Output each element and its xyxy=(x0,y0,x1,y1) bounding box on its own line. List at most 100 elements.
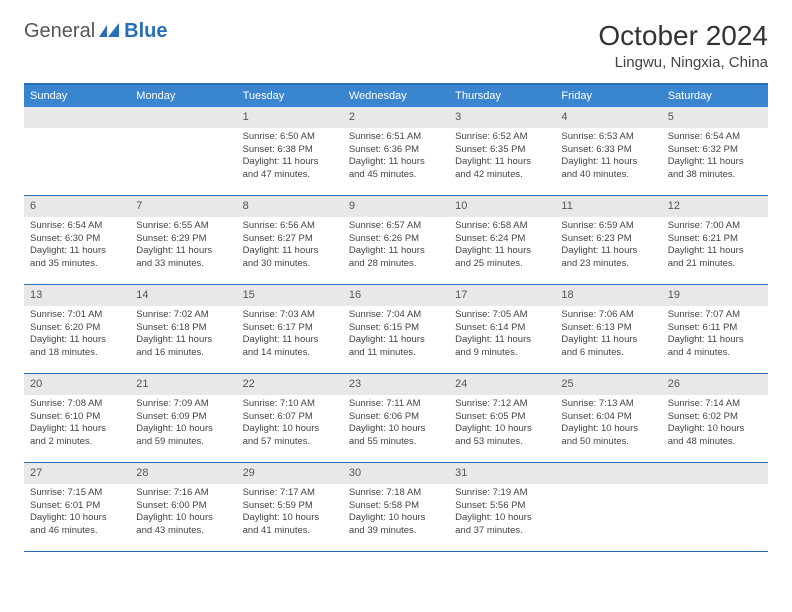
daylight-line: Daylight: 10 hours and 37 minutes. xyxy=(455,512,549,538)
day-number xyxy=(662,463,768,484)
day-cell: 27Sunrise: 7:15 AMSunset: 6:01 PMDayligh… xyxy=(24,463,130,551)
daylight-line: Daylight: 11 hours and 11 minutes. xyxy=(349,334,443,360)
dow-thursday: Thursday xyxy=(449,85,555,107)
day-cell: 5Sunrise: 6:54 AMSunset: 6:32 PMDaylight… xyxy=(662,107,768,195)
week-row: 27Sunrise: 7:15 AMSunset: 6:01 PMDayligh… xyxy=(24,463,768,552)
sunset-line: Sunset: 6:27 PM xyxy=(243,233,337,246)
dow-header: SundayMondayTuesdayWednesdayThursdayFrid… xyxy=(24,85,768,107)
day-number: 2 xyxy=(343,107,449,128)
day-content: Sunrise: 7:01 AMSunset: 6:20 PMDaylight:… xyxy=(24,306,130,366)
sunset-line: Sunset: 6:23 PM xyxy=(561,233,655,246)
daylight-line: Daylight: 11 hours and 38 minutes. xyxy=(668,156,762,182)
sunset-line: Sunset: 6:15 PM xyxy=(349,322,443,335)
sunrise-line: Sunrise: 7:07 AM xyxy=(668,309,762,322)
sunset-line: Sunset: 6:10 PM xyxy=(30,411,124,424)
sunrise-line: Sunrise: 7:03 AM xyxy=(243,309,337,322)
day-cell: 31Sunrise: 7:19 AMSunset: 5:56 PMDayligh… xyxy=(449,463,555,551)
dow-tuesday: Tuesday xyxy=(237,85,343,107)
daylight-line: Daylight: 10 hours and 39 minutes. xyxy=(349,512,443,538)
day-content: Sunrise: 7:08 AMSunset: 6:10 PMDaylight:… xyxy=(24,395,130,455)
day-cell: 4Sunrise: 6:53 AMSunset: 6:33 PMDaylight… xyxy=(555,107,661,195)
day-number: 17 xyxy=(449,285,555,306)
day-number xyxy=(24,107,130,128)
sunrise-line: Sunrise: 7:17 AM xyxy=(243,487,337,500)
day-number: 26 xyxy=(662,374,768,395)
day-number: 5 xyxy=(662,107,768,128)
sunset-line: Sunset: 6:35 PM xyxy=(455,144,549,157)
brand-logo: General Blue xyxy=(24,20,168,43)
day-cell: 16Sunrise: 7:04 AMSunset: 6:15 PMDayligh… xyxy=(343,285,449,373)
day-cell: 8Sunrise: 6:56 AMSunset: 6:27 PMDaylight… xyxy=(237,196,343,284)
day-number: 8 xyxy=(237,196,343,217)
day-content: Sunrise: 7:14 AMSunset: 6:02 PMDaylight:… xyxy=(662,395,768,455)
daylight-line: Daylight: 11 hours and 18 minutes. xyxy=(30,334,124,360)
day-number: 15 xyxy=(237,285,343,306)
day-content: Sunrise: 7:15 AMSunset: 6:01 PMDaylight:… xyxy=(24,484,130,544)
day-content: Sunrise: 6:51 AMSunset: 6:36 PMDaylight:… xyxy=(343,128,449,188)
sunset-line: Sunset: 6:38 PM xyxy=(243,144,337,157)
day-number: 30 xyxy=(343,463,449,484)
sunrise-line: Sunrise: 6:57 AM xyxy=(349,220,443,233)
sunset-line: Sunset: 6:20 PM xyxy=(30,322,124,335)
dow-friday: Friday xyxy=(555,85,661,107)
brand-part2: Blue xyxy=(124,20,167,43)
day-content: Sunrise: 6:57 AMSunset: 6:26 PMDaylight:… xyxy=(343,217,449,277)
day-number: 21 xyxy=(130,374,236,395)
day-content: Sunrise: 6:54 AMSunset: 6:30 PMDaylight:… xyxy=(24,217,130,277)
day-number: 3 xyxy=(449,107,555,128)
day-number: 11 xyxy=(555,196,661,217)
day-number: 25 xyxy=(555,374,661,395)
sunrise-line: Sunrise: 6:53 AM xyxy=(561,131,655,144)
daylight-line: Daylight: 11 hours and 2 minutes. xyxy=(30,423,124,449)
day-cell: 14Sunrise: 7:02 AMSunset: 6:18 PMDayligh… xyxy=(130,285,236,373)
sunrise-line: Sunrise: 7:04 AM xyxy=(349,309,443,322)
week-row: 6Sunrise: 6:54 AMSunset: 6:30 PMDaylight… xyxy=(24,196,768,285)
day-cell: 15Sunrise: 7:03 AMSunset: 6:17 PMDayligh… xyxy=(237,285,343,373)
empty-cell xyxy=(662,463,768,551)
day-number: 23 xyxy=(343,374,449,395)
sunrise-line: Sunrise: 6:51 AM xyxy=(349,131,443,144)
day-cell: 30Sunrise: 7:18 AMSunset: 5:58 PMDayligh… xyxy=(343,463,449,551)
sunset-line: Sunset: 6:04 PM xyxy=(561,411,655,424)
sunrise-line: Sunrise: 6:50 AM xyxy=(243,131,337,144)
sunset-line: Sunset: 6:09 PM xyxy=(136,411,230,424)
day-number: 24 xyxy=(449,374,555,395)
brand-part1: General xyxy=(24,20,95,43)
day-number: 7 xyxy=(130,196,236,217)
daylight-line: Daylight: 10 hours and 59 minutes. xyxy=(136,423,230,449)
day-content: Sunrise: 6:52 AMSunset: 6:35 PMDaylight:… xyxy=(449,128,555,188)
day-number xyxy=(555,463,661,484)
sunset-line: Sunset: 6:02 PM xyxy=(668,411,762,424)
day-number: 28 xyxy=(130,463,236,484)
day-cell: 29Sunrise: 7:17 AMSunset: 5:59 PMDayligh… xyxy=(237,463,343,551)
day-cell: 22Sunrise: 7:10 AMSunset: 6:07 PMDayligh… xyxy=(237,374,343,462)
day-number: 31 xyxy=(449,463,555,484)
sunrise-line: Sunrise: 6:55 AM xyxy=(136,220,230,233)
sunset-line: Sunset: 5:59 PM xyxy=(243,500,337,513)
day-content: Sunrise: 7:10 AMSunset: 6:07 PMDaylight:… xyxy=(237,395,343,455)
day-number xyxy=(130,107,236,128)
day-number: 27 xyxy=(24,463,130,484)
day-number: 14 xyxy=(130,285,236,306)
daylight-line: Daylight: 11 hours and 45 minutes. xyxy=(349,156,443,182)
dow-saturday: Saturday xyxy=(662,85,768,107)
day-cell: 13Sunrise: 7:01 AMSunset: 6:20 PMDayligh… xyxy=(24,285,130,373)
day-number: 4 xyxy=(555,107,661,128)
empty-cell xyxy=(24,107,130,195)
day-content: Sunrise: 7:05 AMSunset: 6:14 PMDaylight:… xyxy=(449,306,555,366)
day-number: 19 xyxy=(662,285,768,306)
sunrise-line: Sunrise: 7:18 AM xyxy=(349,487,443,500)
daylight-line: Daylight: 11 hours and 6 minutes. xyxy=(561,334,655,360)
sunrise-line: Sunrise: 7:14 AM xyxy=(668,398,762,411)
daylight-line: Daylight: 11 hours and 21 minutes. xyxy=(668,245,762,271)
day-content xyxy=(24,128,130,188)
daylight-line: Daylight: 11 hours and 33 minutes. xyxy=(136,245,230,271)
daylight-line: Daylight: 11 hours and 30 minutes. xyxy=(243,245,337,271)
sunset-line: Sunset: 6:01 PM xyxy=(30,500,124,513)
day-number: 1 xyxy=(237,107,343,128)
day-content: Sunrise: 7:02 AMSunset: 6:18 PMDaylight:… xyxy=(130,306,236,366)
sunrise-line: Sunrise: 6:54 AM xyxy=(30,220,124,233)
day-number: 12 xyxy=(662,196,768,217)
daylight-line: Daylight: 10 hours and 50 minutes. xyxy=(561,423,655,449)
day-cell: 3Sunrise: 6:52 AMSunset: 6:35 PMDaylight… xyxy=(449,107,555,195)
